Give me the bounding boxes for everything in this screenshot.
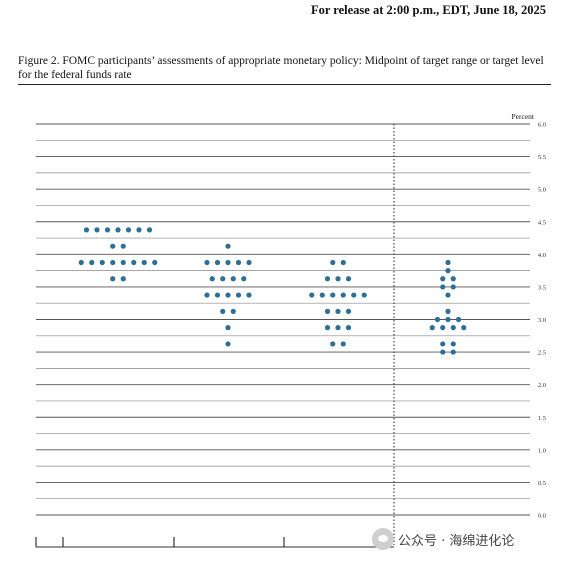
participant-dot: [204, 292, 210, 298]
participant-dot: [440, 284, 446, 290]
participant-dot: [324, 308, 331, 314]
participant-dot: [225, 325, 231, 331]
figure-title: Figure 2. FOMC participants’ assessments…: [18, 55, 544, 81]
participant-dot: [99, 259, 105, 266]
participant-dot: [220, 276, 226, 282]
participant-dot: [214, 292, 221, 298]
participant-dot: [340, 292, 346, 298]
participant-dot: [131, 259, 137, 266]
participant-dot: [351, 292, 357, 298]
participant-dot: [450, 276, 456, 282]
participant-dot: [235, 259, 242, 266]
participant-dot: [440, 349, 446, 355]
participant-dot: [445, 316, 451, 323]
participant-dot: [335, 276, 341, 282]
participant-dot: [450, 341, 456, 347]
participant-dot: [450, 349, 456, 355]
participant-dot: [440, 341, 446, 347]
participant-dot: [445, 292, 451, 298]
y-tick-label: 5.0: [538, 187, 546, 194]
participant-dot: [340, 259, 346, 266]
participant-dot: [455, 316, 462, 323]
participant-dot: [110, 259, 116, 266]
watermark: 公众号 · 海绵进化论: [372, 528, 514, 550]
wechat-icon: [372, 528, 394, 550]
participant-dot: [125, 227, 132, 233]
participant-dot: [345, 308, 352, 314]
participant-dot: [89, 259, 95, 266]
y-tick-label: 4.5: [538, 219, 546, 226]
participant-dot: [340, 341, 346, 347]
y-tick-label: 2.0: [538, 382, 546, 389]
participant-dot: [104, 227, 111, 233]
participant-dot: [209, 276, 215, 282]
y-tick-label: 4.0: [538, 252, 546, 259]
participant-dot: [83, 227, 90, 233]
participant-dot: [330, 341, 336, 347]
y-tick-label: 6.0: [538, 122, 546, 129]
participant-dot: [324, 276, 331, 282]
participant-dot: [120, 276, 126, 282]
participant-dot: [214, 259, 221, 266]
y-tick-label: 5.5: [538, 154, 546, 161]
y-tick-label: 1.5: [538, 415, 546, 422]
participant-dot: [319, 292, 325, 298]
participant-dot: [324, 325, 331, 331]
participant-dot: [335, 325, 341, 331]
y-tick-label: 0.5: [538, 480, 546, 487]
participant-dot: [225, 259, 231, 266]
participant-dot: [246, 259, 252, 266]
participant-dot: [230, 308, 236, 314]
participant-dot: [440, 325, 446, 331]
participant-dot: [241, 276, 247, 282]
participant-dot: [115, 227, 121, 233]
participant-dot: [110, 243, 116, 249]
participant-dot: [440, 276, 446, 282]
participant-dot: [141, 259, 147, 266]
participant-dot: [204, 259, 210, 266]
participant-dot: [461, 325, 467, 331]
participant-dot: [330, 292, 336, 298]
participant-dot: [434, 316, 441, 323]
participant-dot: [225, 243, 231, 249]
y-tick-label: 0.0: [538, 513, 546, 520]
participant-dot: [146, 227, 153, 233]
y-tick-label: 1.0: [538, 447, 546, 454]
participant-dot: [345, 325, 352, 331]
participant-dot: [450, 325, 456, 331]
participant-dot: [445, 259, 451, 266]
title-rule: [18, 84, 551, 85]
participant-dot: [445, 268, 451, 274]
participant-dot: [330, 259, 336, 266]
participant-dot: [94, 227, 100, 233]
participant-dot: [120, 243, 126, 249]
watermark-text: 公众号 · 海绵进化论: [398, 533, 515, 549]
y-tick-label: 3.0: [538, 317, 546, 324]
participant-dot: [345, 276, 352, 282]
participant-dot: [335, 308, 341, 314]
participant-dot: [136, 227, 142, 233]
participant-dot: [309, 292, 315, 298]
unit-label: Percent: [512, 112, 535, 121]
y-tick-label: 2.5: [538, 350, 546, 357]
participant-dot: [152, 259, 158, 266]
release-line: For release at 2:00 p.m., EDT, June 18, …: [310, 3, 546, 17]
participant-dot: [225, 292, 231, 298]
participant-dot: [450, 284, 456, 290]
participant-dot: [110, 276, 116, 282]
participant-dot: [230, 276, 236, 282]
participant-dot: [78, 259, 84, 266]
participant-dot: [225, 341, 231, 347]
participant-dot: [220, 308, 226, 314]
y-tick-label: 3.5: [538, 284, 546, 291]
participant-dot: [361, 292, 367, 298]
participant-dot: [445, 308, 451, 314]
participant-dot: [246, 292, 252, 298]
participant-dot: [120, 259, 126, 266]
participant-dot: [235, 292, 242, 298]
participant-dot: [429, 325, 435, 331]
